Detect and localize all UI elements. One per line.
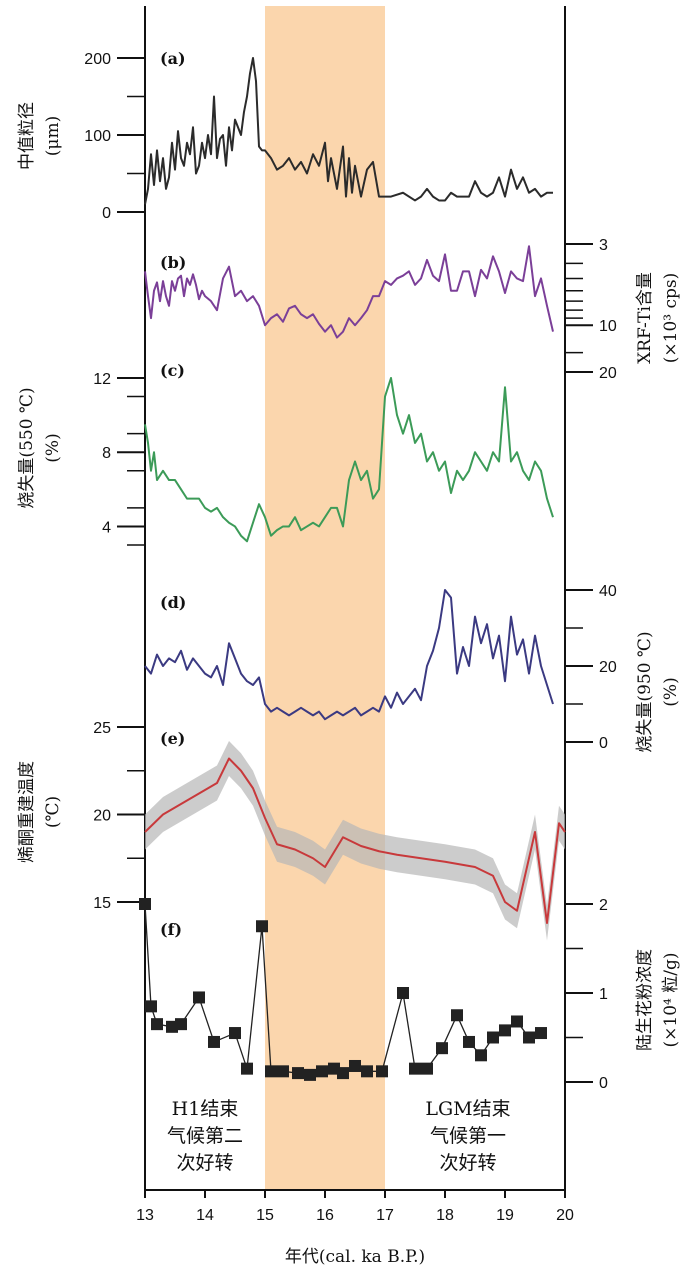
y-tick-label-d-20: 20	[599, 659, 617, 676]
svg-text:H1结束: H1结束	[172, 1098, 239, 1120]
svg-text:烧失量(550 ℃): 烧失量(550 ℃)	[17, 387, 37, 508]
svg-text:中值粒径: 中值粒径	[17, 102, 37, 170]
svg-text:气候第一: 气候第一	[430, 1125, 506, 1147]
chart-marks: 13 14 15 16 17 18 19 20010020031020481202040152…	[84, 51, 617, 1224]
series-line-b	[144, 245, 554, 339]
y-tick-label-f-2: 2	[599, 897, 608, 914]
y-tick-label-b-20: 20	[599, 365, 617, 382]
y-tick-label-e-20: 20	[93, 808, 111, 825]
svg-text:次好转: 次好转	[439, 1152, 496, 1174]
data-point-f	[292, 1067, 304, 1080]
data-point-f	[241, 1062, 253, 1075]
data-point-f	[208, 1035, 220, 1048]
panel-label-d: (d)	[160, 593, 186, 612]
data-point-f	[337, 1067, 349, 1080]
data-point-f	[139, 898, 151, 910]
svg-text:(×10⁴ 粒/g): (×10⁴ 粒/g)	[661, 953, 681, 1048]
annotation-left: H1结束 气候第二 次好转	[167, 1098, 243, 1174]
svg-text:烯酮重建温度: 烯酮重建温度	[17, 761, 37, 863]
panel-label-a: (a)	[160, 49, 186, 68]
data-point-f	[475, 1049, 487, 1062]
panel-label-b: (b)	[160, 253, 186, 272]
data-point-f	[145, 1000, 157, 1013]
x-tick-label-14: 14	[196, 1207, 214, 1224]
data-point-f	[193, 991, 205, 1004]
uncertainty-band-e	[145, 741, 565, 941]
panel-label-c: (c)	[160, 361, 185, 380]
panel-label-e: (e)	[160, 729, 185, 748]
x-tick-label-19: 19	[496, 1207, 514, 1224]
data-point-f	[376, 1065, 388, 1078]
data-point-f	[316, 1065, 328, 1078]
data-point-f	[487, 1031, 499, 1044]
y-tick-label-c-12: 12	[93, 371, 111, 388]
x-tick-label-17: 17	[376, 1207, 394, 1224]
x-tick-label-18: 18	[436, 1207, 454, 1224]
data-point-f	[511, 1015, 523, 1028]
data-point-f	[265, 1065, 277, 1078]
data-point-f	[463, 1035, 475, 1048]
series-line-a	[144, 57, 553, 205]
axis-title-c: 烧失量(550 ℃) (%)	[17, 387, 63, 508]
data-point-f	[304, 1068, 316, 1081]
svg-text:(%): (%)	[661, 677, 681, 706]
axis-title-d: 烧失量(950 ℃) (%)	[635, 631, 681, 752]
data-point-f	[523, 1031, 535, 1044]
y-tick-label-a-0: 0	[102, 205, 111, 222]
y-tick-label-d-40: 40	[599, 583, 617, 600]
svg-text:XRF-Ti含量: XRF-Ti含量	[635, 272, 655, 364]
x-tick-label-15: 15	[256, 1207, 274, 1224]
svg-text:次好转: 次好转	[176, 1152, 233, 1174]
svg-text:(℃): (℃)	[43, 796, 63, 828]
y-tick-label-c-4: 4	[102, 519, 111, 536]
data-point-f	[397, 987, 409, 999]
data-point-f	[451, 1009, 463, 1022]
svg-text:(μm): (μm)	[43, 116, 63, 156]
y-tick-label-e-25: 25	[93, 720, 111, 737]
y-tick-label-b-3: 3	[599, 237, 608, 254]
y-tick-label-d-0: 0	[599, 735, 608, 752]
svg-text:气候第二: 气候第二	[167, 1125, 243, 1147]
data-point-f	[229, 1027, 241, 1040]
data-point-f	[421, 1062, 433, 1075]
svg-text:烧失量(950 ℃): 烧失量(950 ℃)	[635, 631, 655, 752]
svg-text:陆生花粉浓度: 陆生花粉浓度	[635, 949, 655, 1051]
series-line-d	[144, 589, 554, 721]
y-tick-label-e-15: 15	[93, 895, 111, 912]
svg-text:LGM结束: LGM结束	[425, 1098, 510, 1120]
data-point-f	[175, 1018, 187, 1031]
y-tick-label-b-10: 10	[599, 318, 617, 335]
data-point-f	[499, 1024, 511, 1037]
data-point-f	[277, 1065, 289, 1078]
data-point-f	[256, 920, 268, 933]
axis-title-e: 烯酮重建温度 (℃)	[17, 761, 63, 863]
y-tick-label-a-100: 100	[84, 128, 111, 145]
data-point-f	[151, 1018, 163, 1031]
panel-label-f: (f)	[160, 920, 182, 939]
y-tick-label-c-8: 8	[102, 445, 111, 462]
series-line-c	[144, 377, 554, 543]
y-tick-label-f-0: 0	[599, 1075, 608, 1092]
x-tick-label-20: 20	[556, 1207, 574, 1224]
y-tick-label-a-200: 200	[84, 51, 111, 68]
svg-text:(%): (%)	[43, 433, 63, 462]
data-point-f	[361, 1065, 373, 1078]
axis-title-b: XRF-Ti含量 (×10³ cps)	[635, 272, 681, 364]
data-point-f	[349, 1059, 361, 1072]
y-tick-label-f-1: 1	[599, 986, 608, 1003]
data-point-f	[436, 1042, 448, 1055]
x-tick-label-16: 16	[316, 1207, 334, 1224]
axis-title-f: 陆生花粉浓度 (×10⁴ 粒/g)	[635, 949, 681, 1051]
data-point-f	[535, 1027, 547, 1040]
x-tick-label-13: 13	[136, 1207, 154, 1224]
series-line-e	[144, 757, 566, 924]
annotation-right: LGM结束 气候第一 次好转	[425, 1098, 510, 1174]
svg-text:(×10³ cps): (×10³ cps)	[661, 273, 681, 364]
highlight-band-15-17ka	[265, 6, 385, 1190]
data-point-f	[409, 1062, 421, 1075]
x-axis-title: 年代(cal. ka B.P.)	[285, 1247, 425, 1267]
axis-title-a: 中值粒径 (μm)	[17, 102, 63, 170]
